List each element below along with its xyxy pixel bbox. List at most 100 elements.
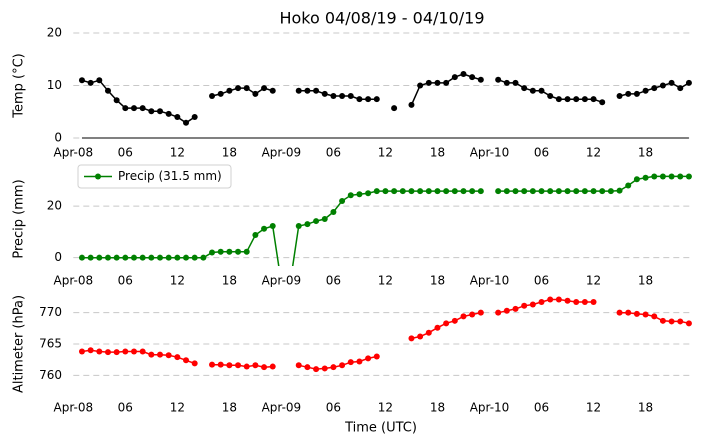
x-tick-label: Apr-08 [54,401,94,415]
y-axis-label: Temp (°C) [12,53,27,119]
data-point [339,362,346,369]
x-tick-label: 06 [118,401,133,415]
data-point [538,299,545,306]
data-point [581,188,588,195]
data-point [555,188,562,195]
x-axis-label: Time (UTC) [344,421,417,436]
x-tick-label: Apr-10 [470,274,510,288]
data-point [78,348,85,355]
data-point [261,85,268,92]
data-point [304,87,311,94]
x-tick-label: 06 [326,401,341,415]
data-point [625,182,632,189]
data-point [642,174,649,181]
data-point [564,297,571,304]
data-point [555,296,562,303]
x-tick-label: 06 [534,401,549,415]
data-point [443,320,450,327]
data-point [313,366,320,373]
data-point [382,188,389,195]
x-tick-label: 12 [586,146,601,160]
data-point [668,318,675,325]
data-point [365,96,372,103]
x-tick-label: 18 [222,146,237,160]
x-tick-label: Apr-08 [54,274,94,288]
data-point [642,87,649,94]
data-point [677,173,684,180]
data-point [243,85,250,92]
data-point [113,97,120,104]
data-point [573,96,580,103]
data-point [356,96,363,103]
data-point [469,74,476,81]
x-tick-label: 06 [326,274,341,288]
data-point [330,93,337,99]
data-point [460,70,467,77]
data-point [122,105,129,112]
data-point [148,351,155,358]
data-point [321,90,328,97]
data-point [269,363,276,370]
data-point [356,191,363,198]
data-line [81,298,690,370]
data-point [174,254,181,261]
data-point [365,190,372,197]
data-point [321,216,328,222]
data-point [148,254,155,261]
data-point [96,254,103,261]
data-point [252,90,259,97]
data-point [252,362,259,369]
data-point [165,110,172,117]
y-tick-label: 20 [47,199,62,213]
data-point [356,358,363,365]
data-point [425,329,432,336]
data-point [512,305,519,312]
data-point [191,254,198,261]
data-point [625,309,632,316]
data-point [590,96,597,103]
data-point [313,218,320,225]
data-point [243,363,250,370]
data-point [373,353,380,360]
data-point [642,311,649,318]
data-point [477,76,484,83]
data-point [226,248,233,255]
data-point [330,209,337,216]
data-point [200,254,207,261]
x-tick-label: 12 [586,401,601,415]
data-point [87,347,94,354]
data-point [685,320,692,327]
data-point [252,231,259,238]
data-point [503,79,510,86]
data-point [668,173,675,180]
data-point [460,313,467,320]
x-tick-label: 06 [326,146,341,160]
data-point [313,87,320,94]
data-point [417,333,424,340]
data-point [581,299,588,306]
data-point [668,79,675,86]
data-point [235,248,242,255]
x-tick-label: 12 [170,401,185,415]
x-tick-label: 12 [378,274,393,288]
data-point [157,254,164,261]
data-point [174,114,181,120]
x-tick-label: Apr-08 [54,146,94,160]
x-tick-label: 06 [118,274,133,288]
data-point [434,324,441,331]
data-point [365,355,372,362]
data-point [87,79,94,86]
data-point [590,299,597,306]
data-point [469,311,476,318]
data-point [547,188,554,195]
x-tick-label: 18 [430,401,445,415]
data-point [217,361,224,368]
data-point [122,254,129,261]
x-tick-label: Apr-10 [470,146,510,160]
plot-area [78,173,692,266]
data-point [139,105,146,112]
data-point [633,310,640,317]
data-point [104,349,111,356]
data-point [209,249,216,256]
